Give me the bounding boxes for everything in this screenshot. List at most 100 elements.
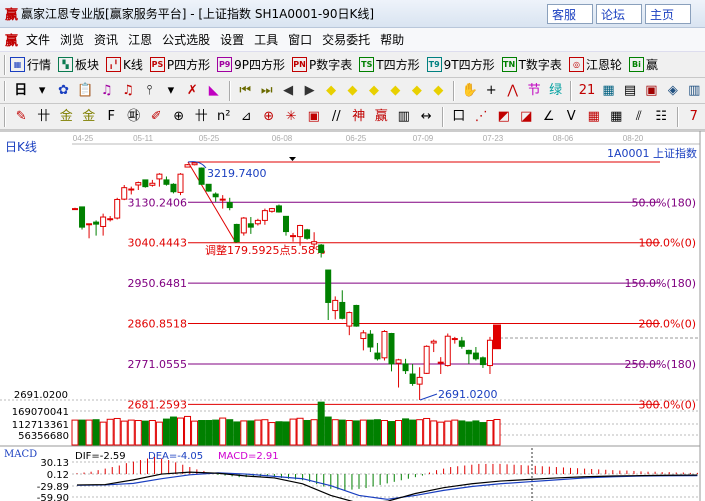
- candle-type-icon[interactable]: ⫯: [146, 82, 153, 98]
- line-icon[interactable]: ⋀: [507, 82, 519, 98]
- chart-style-icon[interactable]: ✿: [58, 82, 70, 98]
- zoom-in-icon[interactable]: ◆: [411, 82, 422, 98]
- toolbar-button-ts[interactable]: TS T四方形: [359, 56, 420, 73]
- toolbar-button-gann-wheel[interactable]: ◎ 江恩轮: [568, 56, 622, 73]
- candle-body: [290, 235, 297, 238]
- hand-icon[interactable]: ✋: [461, 82, 478, 98]
- candle-body: [458, 340, 465, 347]
- spiral-icon[interactable]: ㉺: [127, 108, 141, 124]
- menu-trade[interactable]: 交易委托: [322, 33, 371, 47]
- network-icon[interactable]: ◈: [667, 82, 678, 98]
- toolbar-button-grid[interactable]: ▦ 行情: [10, 56, 51, 73]
- candle-body: [261, 210, 268, 221]
- circle-icon[interactable]: ⊕: [173, 108, 185, 124]
- homepage-button[interactable]: 主页: [645, 4, 691, 24]
- menu-browse[interactable]: 浏览: [60, 33, 85, 47]
- crosshair-icon[interactable]: +: [485, 82, 497, 98]
- volume-bar: [120, 420, 128, 446]
- toolbar-button-kline[interactable]: ╻╹ K线: [106, 56, 143, 73]
- menu-tools[interactable]: 工具: [254, 33, 279, 47]
- shrink-icon[interactable]: ◆: [390, 82, 401, 98]
- forum-button[interactable]: 论坛: [596, 4, 642, 24]
- more-icon[interactable]: 7: [689, 108, 698, 124]
- flag-icon[interactable]: ◣: [208, 82, 219, 98]
- toolbar-button-ps[interactable]: PS P四方形: [149, 56, 210, 73]
- god-icon[interactable]: 神: [352, 108, 366, 124]
- angle-icon[interactable]: ⊿: [240, 108, 252, 124]
- computer-icon[interactable]: ▥: [688, 82, 701, 98]
- period-selector[interactable]: 日: [14, 82, 28, 98]
- zoom-right-icon[interactable]: ◆: [347, 82, 358, 98]
- last-icon[interactable]: ⏭: [260, 82, 273, 98]
- toolbar-button-p9[interactable]: P9 9P四方形: [217, 56, 285, 73]
- indicator9-icon[interactable]: ♫: [122, 82, 134, 98]
- box-fan-icon[interactable]: ◩: [497, 108, 510, 124]
- grid-icon[interactable]: ▦: [587, 108, 600, 124]
- pen-icon[interactable]: ✎: [15, 108, 27, 124]
- target-icon[interactable]: ⊕: [263, 108, 275, 124]
- title-bar: 赢 赢家江恩专业版[赢家服务平台] - [上证指数 SH1A0001-90日K线…: [0, 0, 705, 28]
- candle: [79, 206, 86, 230]
- volume-bar: [331, 419, 339, 446]
- square-icon[interactable]: ▣: [307, 108, 320, 124]
- customer-service-button[interactable]: 客服: [547, 4, 593, 24]
- first-icon[interactable]: ⏮: [239, 82, 252, 98]
- menu-settings[interactable]: 设置: [220, 33, 245, 47]
- formula-icon[interactable]: ✗: [186, 82, 198, 98]
- menu-gann[interactable]: 江恩: [128, 33, 153, 47]
- section-icon[interactable]: 节: [527, 82, 541, 98]
- measure-icon[interactable]: ↔: [420, 108, 432, 124]
- pen2-icon[interactable]: ✐: [150, 108, 162, 124]
- menu-window[interactable]: 窗口: [288, 33, 313, 47]
- expand-icon[interactable]: ◆: [368, 82, 379, 98]
- menu-file[interactable]: 文件: [26, 33, 51, 47]
- kline-chart[interactable]: 04-25 05-11 05-25 06-08 06-25 07-09 07-23 08-06…: [0, 130, 705, 501]
- toolbar-button-t9[interactable]: T9 9T四方形: [426, 56, 495, 73]
- save-icon[interactable]: ▣: [645, 82, 658, 98]
- box-fan2-icon[interactable]: ◪: [520, 108, 533, 124]
- doc-icon[interactable]: ▤: [623, 82, 637, 98]
- menu-info[interactable]: 资讯: [94, 33, 119, 47]
- calculator-icon[interactable]: ▦: [602, 82, 615, 98]
- calendar-icon[interactable]: 21: [578, 82, 596, 98]
- ruler-icon[interactable]: ▥: [397, 108, 410, 124]
- grid2-icon[interactable]: ▦: [610, 108, 623, 124]
- notes-icon[interactable]: 📋: [76, 82, 94, 98]
- volume-bar: [479, 422, 487, 446]
- volume-bar: [198, 420, 206, 446]
- indicator3-icon[interactable]: ♫: [100, 82, 113, 98]
- toolbar-button-tn[interactable]: TN T数字表: [501, 56, 562, 73]
- period-dropdown-icon[interactable]: ▾: [38, 82, 46, 98]
- fan-icon[interactable]: ⋰: [474, 108, 488, 124]
- grid-lines-icon[interactable]: 卄: [37, 108, 51, 124]
- big-icon: Bi: [628, 57, 644, 72]
- table-icon[interactable]: ☷: [655, 108, 668, 124]
- star-icon[interactable]: ✳: [285, 108, 297, 124]
- macd-value: MACD=2.91: [218, 451, 279, 462]
- toolbar-button-pn[interactable]: PN P数字表: [292, 56, 352, 73]
- candle-body: [198, 167, 205, 185]
- green-icon[interactable]: 绿: [549, 82, 563, 98]
- win-icon[interactable]: 赢: [374, 108, 388, 124]
- slash-icon[interactable]: //: [331, 108, 341, 124]
- lines-icon[interactable]: 卄: [194, 108, 208, 124]
- dropdown-icon[interactable]: ▾: [167, 82, 175, 98]
- volume-bar: [148, 420, 156, 446]
- zoom-out-icon[interactable]: ◆: [433, 82, 444, 98]
- candle: [283, 215, 289, 236]
- toolbar-button-blocks[interactable]: ▚ 板块: [58, 56, 99, 73]
- zoom-left-icon[interactable]: ◆: [326, 82, 337, 98]
- parallel-icon[interactable]: ⫽: [635, 108, 642, 124]
- box-icon[interactable]: 口: [452, 108, 466, 124]
- next-icon[interactable]: ▶: [304, 82, 315, 98]
- gold2-icon[interactable]: 金: [82, 108, 96, 124]
- prev-icon[interactable]: ◀: [283, 82, 294, 98]
- toolbar-button-big[interactable]: Bi 赢: [628, 56, 658, 73]
- fib-icon[interactable]: F: [107, 108, 115, 124]
- gold-icon[interactable]: 金: [59, 108, 73, 124]
- angle2-icon[interactable]: ∠: [542, 108, 555, 124]
- menu-formula[interactable]: 公式选股: [162, 33, 211, 47]
- menu-help[interactable]: 帮助: [380, 33, 405, 47]
- n2-icon[interactable]: n²: [217, 108, 231, 124]
- wave-icon[interactable]: V: [566, 108, 576, 124]
